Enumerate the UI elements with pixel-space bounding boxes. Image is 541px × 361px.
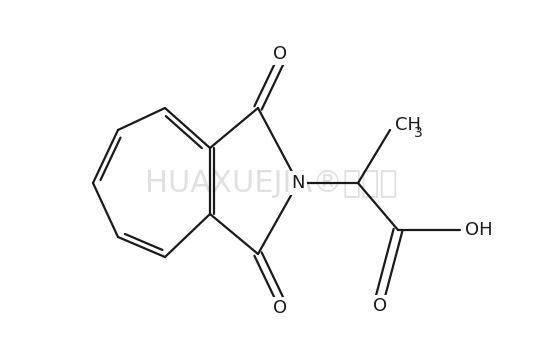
- Text: O: O: [273, 299, 287, 317]
- Text: OH: OH: [465, 221, 493, 239]
- Text: 3: 3: [414, 126, 423, 140]
- Text: CH: CH: [395, 116, 421, 134]
- Text: HUAXUEJIA®化学加: HUAXUEJIA®化学加: [144, 169, 397, 197]
- Text: N: N: [291, 174, 305, 192]
- Text: O: O: [273, 45, 287, 63]
- Text: O: O: [373, 297, 387, 315]
